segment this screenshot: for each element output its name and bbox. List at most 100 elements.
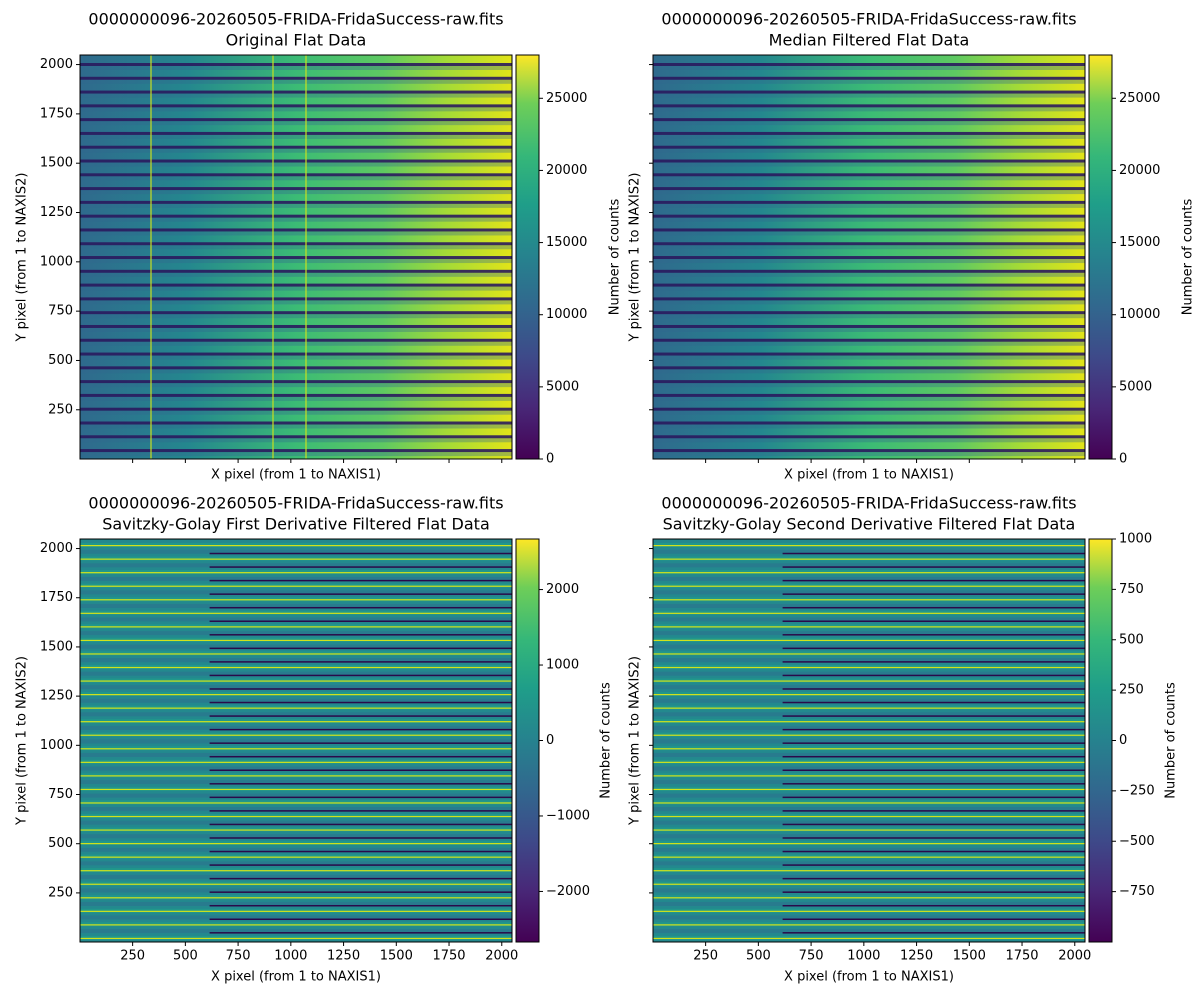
bright-line	[80, 639, 512, 642]
band	[80, 834, 512, 839]
dark-stripe	[653, 131, 1085, 135]
panel-subtitle: Savitzky-Golay First Derivative Filtered…	[102, 515, 490, 534]
dark-line	[209, 552, 512, 555]
dark-stripe	[80, 283, 512, 287]
band	[653, 725, 1085, 730]
bright-line	[653, 910, 1085, 912]
band	[653, 807, 1085, 812]
dark-line	[209, 661, 512, 663]
dark-line	[782, 688, 1085, 690]
bright-line	[80, 910, 512, 912]
x-tick-label: 1000	[847, 949, 880, 964]
band	[80, 549, 512, 554]
dark-stripe	[80, 173, 512, 177]
bright-line	[80, 666, 512, 669]
dim-stripe	[80, 203, 512, 208]
bright-line	[653, 707, 1085, 709]
dark-line	[209, 606, 512, 609]
colorbar-tick-label: 1000	[1119, 532, 1152, 547]
band	[653, 576, 1085, 581]
dark-line	[209, 864, 512, 866]
x-tick-label: 250	[120, 949, 145, 964]
dark-line	[209, 701, 512, 704]
dark-stripe	[653, 90, 1085, 94]
bright-line	[653, 680, 1085, 682]
band	[80, 631, 512, 636]
band	[80, 943, 512, 947]
y-axis-label: Y pixel (from 1 to NAXIS2)	[15, 173, 30, 343]
band	[653, 861, 1085, 866]
bright-column	[305, 55, 307, 459]
dim-stripe	[80, 314, 512, 319]
dim-stripe	[80, 300, 512, 305]
image	[80, 55, 512, 459]
bright-line	[80, 856, 512, 858]
bright-line	[653, 639, 1085, 642]
dim-stripe	[80, 79, 512, 84]
dark-stripe	[80, 449, 512, 453]
dark-line	[782, 566, 1085, 568]
band	[653, 793, 1085, 798]
colorbar-label: Number of counts	[1181, 199, 1196, 316]
band	[80, 712, 512, 717]
y-tick-label: 1250	[40, 689, 73, 704]
y-tick-label: 750	[48, 787, 73, 802]
band	[80, 888, 512, 893]
dark-line	[782, 593, 1085, 595]
colorbar-tick-label: −500	[1119, 834, 1155, 849]
band	[80, 576, 512, 581]
band	[80, 929, 512, 934]
bright-line	[80, 734, 512, 736]
bright-line	[80, 558, 512, 560]
y-axis-label: Y pixel (from 1 to NAXIS2)	[628, 173, 643, 343]
bright-line	[80, 775, 512, 777]
bright-line	[653, 572, 1085, 574]
dim-stripe	[80, 148, 512, 153]
y-tick-label: 500	[48, 836, 73, 851]
dim-stripe	[80, 190, 512, 195]
bright-line	[80, 883, 512, 885]
dim-stripe	[653, 452, 1085, 457]
band	[653, 766, 1085, 771]
bright-line	[80, 815, 512, 818]
dark-line	[209, 810, 512, 812]
colorbar-tick-label: 2000	[546, 582, 579, 597]
dim-stripe	[653, 314, 1085, 319]
colorbar-tick-label: 0	[1119, 452, 1127, 467]
dim-stripe	[80, 410, 512, 415]
bright-line	[80, 788, 512, 791]
dark-line	[782, 783, 1085, 785]
dark-line	[782, 810, 1085, 812]
dark-line	[782, 904, 1085, 907]
bright-line	[653, 545, 1085, 547]
bright-line	[653, 612, 1085, 614]
band	[80, 603, 512, 608]
dark-line	[782, 932, 1085, 934]
bright-line	[80, 694, 512, 696]
dark-line	[209, 755, 512, 758]
band	[80, 847, 512, 852]
y-tick-label: 500	[48, 353, 73, 368]
colorbar-label: Number of counts	[599, 682, 614, 799]
bright-line	[653, 599, 1085, 601]
bright-column	[150, 55, 152, 459]
dim-stripe	[80, 327, 512, 332]
dim-stripe	[653, 93, 1085, 98]
band	[653, 834, 1085, 839]
colorbar-tick-label: 25000	[546, 91, 587, 106]
band	[80, 780, 512, 785]
dark-stripe	[80, 131, 512, 135]
dark-stripe	[80, 242, 512, 246]
panel-title: 0000000096-20260505-FRIDA-FridaSuccess-r…	[88, 494, 503, 513]
band	[653, 617, 1085, 622]
dim-stripe	[80, 286, 512, 291]
image	[80, 539, 512, 947]
dark-line	[782, 701, 1085, 704]
bright-line	[653, 937, 1085, 940]
dark-stripe	[80, 200, 512, 204]
dark-stripe	[80, 104, 512, 108]
dim-stripe	[653, 203, 1085, 208]
bright-line	[80, 572, 512, 574]
dark-line	[782, 606, 1085, 609]
dark-stripe	[653, 449, 1085, 453]
